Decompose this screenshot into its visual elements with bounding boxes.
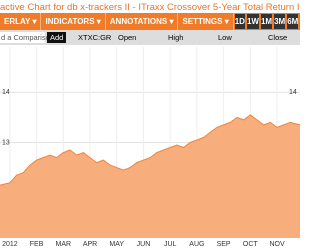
menu-button[interactable]: INDICATORS ▾ <box>41 13 106 30</box>
field: Close <box>268 33 288 42</box>
y-tick-label-right: 14 <box>289 89 297 96</box>
x-tick-label: MAR <box>56 241 72 248</box>
toolbar: ERLAY ▾ INDICATORS ▾ ANNOTATIONS ▾ SETTINGS… <box>0 13 300 30</box>
y-tick-label: 14 <box>2 89 10 96</box>
comparison-input[interactable]: d a Comparison <box>0 32 54 43</box>
range-button[interactable]: 1W <box>246 14 259 29</box>
comparison-bar: d a Comparison Add XTXC:GR Open High Low… <box>0 30 300 45</box>
x-tick-label: 2012 <box>2 241 18 248</box>
x-tick-label: SEP <box>217 241 231 248</box>
menu-button[interactable]: SETTINGS ▾ <box>178 13 234 30</box>
area-fill <box>0 114 300 238</box>
menu-button[interactable]: ERLAY ▾ <box>0 13 42 30</box>
x-tick-label: JUL <box>164 241 177 248</box>
range-button[interactable]: 1D <box>234 14 245 29</box>
chart-title: active Chart for db x-trackers II - ITra… <box>0 2 300 13</box>
x-tick-label: OCT <box>243 241 259 248</box>
range-button[interactable]: 1M <box>260 14 273 29</box>
price-line <box>0 114 300 186</box>
field: Open <box>118 33 137 42</box>
x-tick-label: MAY <box>109 241 124 248</box>
y-tick-label: 13 <box>2 139 10 146</box>
x-tick-label: APR <box>83 241 97 248</box>
add-button[interactable]: Add <box>47 32 67 43</box>
x-tick-label: FEB <box>30 241 44 248</box>
menu-button[interactable]: ANNOTATIONS ▾ <box>106 13 179 30</box>
x-tick-label: NOV <box>269 241 285 248</box>
symbol: XTXC:GR <box>78 33 112 42</box>
x-tick-label: AUG <box>189 241 204 248</box>
field: High <box>168 33 184 42</box>
range-button[interactable]: 6M <box>287 14 299 29</box>
x-tick-label: JUN <box>137 241 151 248</box>
field: Low <box>218 33 232 42</box>
page: active Chart for db x-trackers II - ITra… <box>0 2 300 248</box>
chart: 1212131314142012FEBMARAPRMAYJUNJULAUGSEP… <box>0 47 300 248</box>
range-button[interactable]: 3M <box>274 14 286 29</box>
